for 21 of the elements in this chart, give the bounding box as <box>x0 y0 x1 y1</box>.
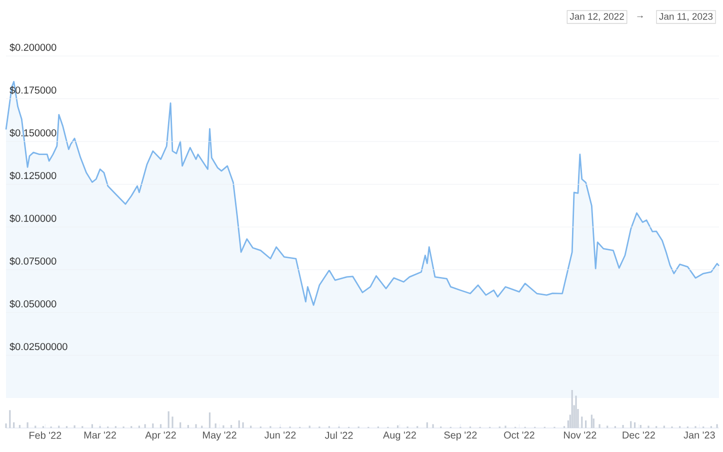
x-tick-label: Feb '22 <box>30 432 62 439</box>
x-tick-label: Oct '22 <box>504 432 534 439</box>
x-tick-label: Dec '22 <box>622 432 655 439</box>
x-tick-label: Nov '22 <box>564 432 596 439</box>
x-tick-label: Mar '22 <box>84 432 116 439</box>
x-tick-label: Jan '23 <box>684 432 715 439</box>
y-tick-label: $0.075000 <box>10 257 56 266</box>
x-tick-label: Apr '22 <box>145 432 176 441</box>
text: → <box>637 16 643 18</box>
x-tick-label: May '22 <box>203 432 236 441</box>
x-tick-label: Jun '22 <box>264 432 296 439</box>
x-tick-label: Jul '22 <box>324 432 353 439</box>
y-tick-label: $0.02500000 <box>10 342 68 351</box>
x-tick-label: Sep '22 <box>444 432 477 441</box>
y-tick-label: $0.125000 <box>10 172 56 180</box>
x-tick-label: Aug '22 <box>383 432 416 441</box>
text: Jan 11, 2023 <box>659 13 713 21</box>
y-tick-label: $0.050000 <box>10 300 56 308</box>
text: Jan 12, 2022 <box>570 13 624 21</box>
y-tick-label: $0.200000 <box>10 43 56 52</box>
y-tick-label: $0.100000 <box>10 214 56 222</box>
